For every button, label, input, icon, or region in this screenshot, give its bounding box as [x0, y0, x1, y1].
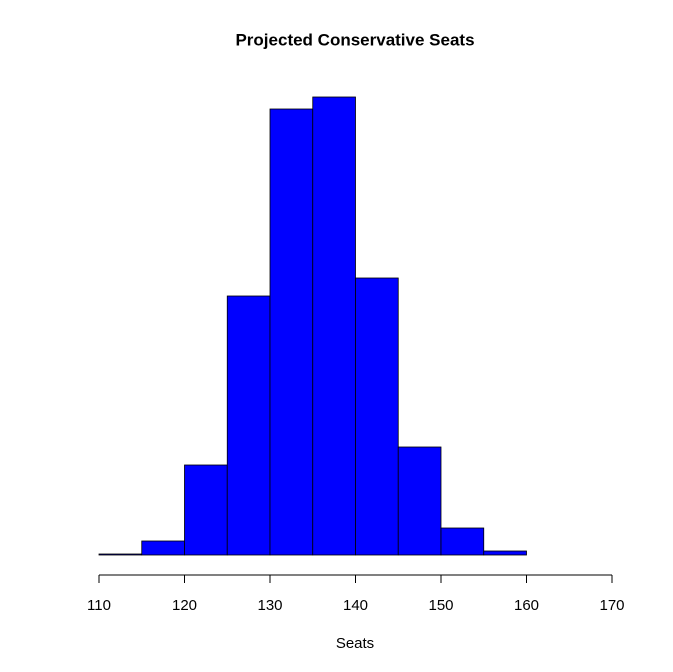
x-tick-label: 170 [599, 597, 624, 614]
x-axis-label: Seats [336, 635, 374, 652]
x-tick-label: 140 [343, 597, 368, 614]
x-tick-label: 130 [257, 597, 282, 614]
bar [184, 464, 228, 556]
bar [483, 550, 527, 556]
bar [397, 446, 442, 556]
x-tick-label: 110 [87, 597, 111, 614]
bar [141, 540, 185, 556]
bar [312, 96, 356, 556]
bar [98, 553, 143, 556]
bar [226, 295, 271, 556]
x-tick-label: 160 [514, 597, 539, 614]
x-tick-label: 150 [428, 597, 453, 614]
chart-title: Projected Conservative Seats [235, 30, 474, 49]
bar [440, 527, 485, 556]
bar [355, 277, 399, 556]
x-tick-label: 120 [172, 597, 197, 614]
bar [269, 108, 314, 556]
